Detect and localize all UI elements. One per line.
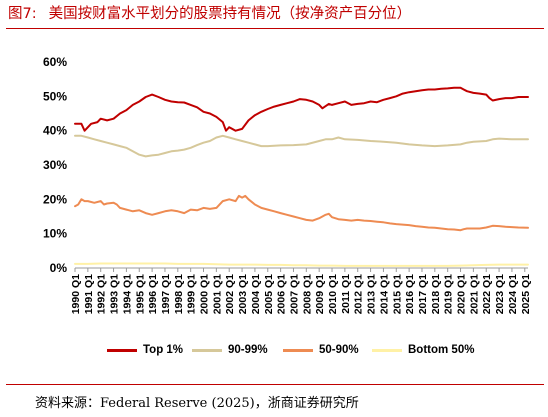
x-tick-label: 2025 Q1 — [520, 274, 532, 314]
figure-title: 图7: 美国按财富水平划分的股票持有情况（按净资产百分位） — [8, 3, 544, 25]
x-tick-label: 1996 Q1 — [147, 274, 159, 314]
x-axis: 1990 Q1 1991 Q1 1992 Q1 1993 Q1 1994 Q1 1995 … — [70, 267, 532, 314]
legend-item-bottom50: Bottom 50% — [372, 342, 474, 358]
x-tick-label: 2004 Q1 — [250, 274, 262, 314]
figure-title-text: 美国按财富水平划分的股票持有情况（按净资产百分位） — [48, 6, 412, 22]
source-note: 资料来源：Federal Reserve (2025)，浙商证券研究所 — [35, 396, 359, 411]
legend-swatch-top1 — [107, 348, 137, 352]
x-tick-label: 1997 Q1 — [160, 274, 172, 314]
x-tick-label: 2019 Q1 — [443, 274, 455, 314]
y-tick-label: 20% — [43, 192, 67, 206]
line-chart: 0% 10% 20% 30% 40% 50% 60% 1990 Q1 1991 Q1 1992 … — [43, 55, 532, 314]
y-tick-label: 40% — [43, 124, 67, 138]
x-tick-label: 1998 Q1 — [173, 274, 185, 314]
x-tick-label: 2012 Q1 — [353, 274, 365, 314]
title-rule — [6, 28, 544, 29]
y-axis: 0% 10% 20% 30% 40% 50% 60% — [43, 55, 67, 275]
x-tick-label: 2023 Q1 — [494, 274, 506, 314]
x-tick-label: 2014 Q1 — [378, 274, 390, 314]
x-tick-label: 2005 Q1 — [263, 274, 275, 314]
legend-label-top1: Top 1% — [143, 344, 184, 356]
x-tick-label: 1992 Q1 — [96, 274, 108, 314]
x-tick-label: 2015 Q1 — [391, 274, 403, 314]
x-tick-label: 1995 Q1 — [134, 274, 146, 314]
x-tick-label: 2020 Q1 — [456, 274, 468, 314]
legend-swatch-bottom50 — [372, 348, 402, 352]
legend-label-90-99: 90-99% — [228, 344, 268, 356]
chart-legend: Top 1% 90-99% 50-90% Bottom 50% — [0, 342, 548, 358]
legend-swatch-50-90 — [283, 348, 313, 352]
series-line-p90_99 — [74, 134, 529, 158]
x-tick-label: 2021 Q1 — [468, 274, 480, 314]
x-tick-label: 1991 Q1 — [83, 274, 95, 314]
x-tick-label: 2024 Q1 — [507, 274, 519, 314]
x-tick-label: 2016 Q1 — [404, 274, 416, 314]
x-tick-label: 2022 Q1 — [481, 274, 493, 314]
x-tick-label: 1993 Q1 — [109, 274, 121, 314]
x-tick-label: 1994 Q1 — [121, 274, 133, 314]
x-tick-label: 2000 Q1 — [199, 274, 211, 314]
series-lines — [74, 86, 529, 267]
x-tick-label: 2009 Q1 — [314, 274, 326, 314]
y-tick-label: 50% — [43, 89, 67, 103]
x-tick-label: 1990 Q1 — [70, 274, 82, 314]
x-tick-label: 2013 Q1 — [366, 274, 378, 314]
legend-item-50-90: 50-90% — [283, 342, 359, 358]
series-line-p50_90 — [74, 194, 529, 232]
y-tick-label: 60% — [43, 55, 67, 69]
x-tick-label: 2011 Q1 — [340, 274, 352, 314]
legend-swatch-90-99 — [192, 348, 222, 352]
figure-number: 图7: — [8, 6, 37, 22]
y-tick-label: 30% — [43, 158, 67, 172]
y-tick-label: 10% — [43, 227, 67, 241]
series-line-top1 — [74, 86, 529, 132]
legend-item-90-99: 90-99% — [192, 342, 268, 358]
source-rule — [6, 384, 544, 385]
x-tick-label: 2002 Q1 — [224, 274, 236, 314]
legend-label-50-90: 50-90% — [319, 344, 359, 356]
x-tick-label: 2001 Q1 — [211, 274, 223, 314]
x-tick-label: 2006 Q1 — [276, 274, 288, 314]
x-tick-label: 2008 Q1 — [301, 274, 313, 314]
legend-item-top1: Top 1% — [107, 342, 183, 358]
x-tick-label: 1999 Q1 — [186, 274, 198, 314]
x-tick-label: 2010 Q1 — [327, 274, 339, 314]
series-line-bottom50 — [74, 262, 529, 267]
x-tick-label: 2007 Q1 — [288, 274, 300, 314]
x-tick-label: 2018 Q1 — [430, 274, 442, 314]
x-tick-label: 2017 Q1 — [417, 274, 429, 314]
legend-label-bottom50: Bottom 50% — [408, 344, 475, 356]
y-tick-label: 0% — [50, 261, 68, 275]
x-tick-label: 2003 Q1 — [237, 274, 249, 314]
